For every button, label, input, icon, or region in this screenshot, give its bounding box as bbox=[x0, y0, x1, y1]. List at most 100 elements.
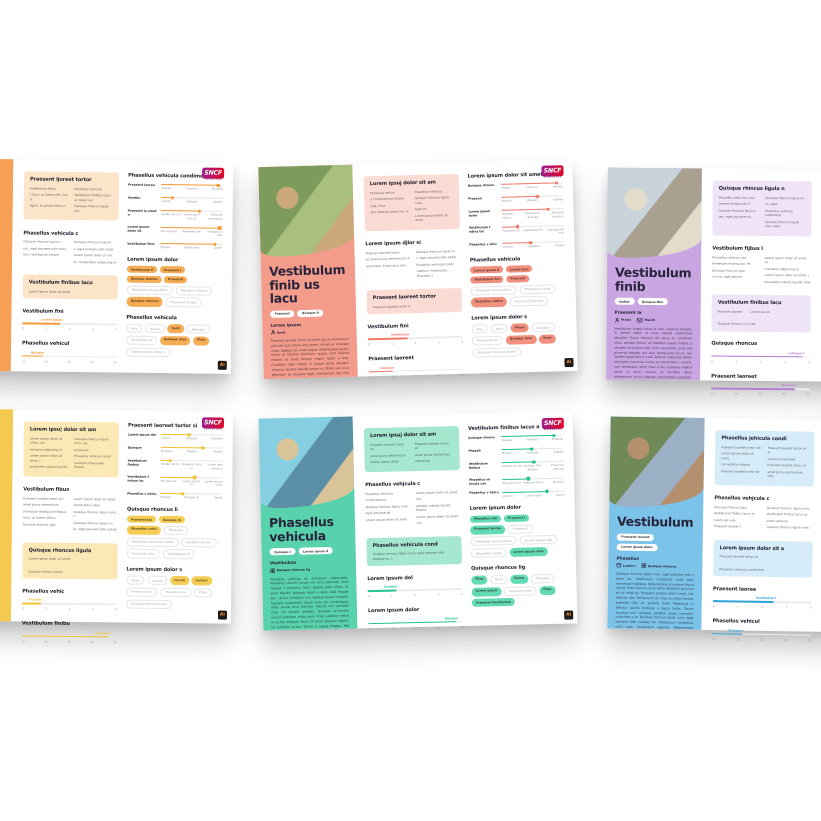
slider-ticks: 1h 2h 3h 4h 5h bbox=[368, 625, 463, 631]
scale-section: Praesent laoreet tortor si Lorem ipsum de… bbox=[127, 423, 223, 506]
slider-tick-label: 2 bbox=[759, 359, 762, 364]
scale-tick-label: Phasel bbox=[501, 185, 511, 190]
text-line: Quisque rhoncus ligula nunc, n bbox=[73, 509, 118, 519]
info-box: Vestibulum fibus Praesent laoreet tortor … bbox=[23, 482, 119, 537]
scale-tick-label: Vestib bbox=[213, 495, 223, 500]
section-heading: Lorem ipsum dolor bbox=[367, 607, 420, 615]
scale-fill bbox=[502, 242, 531, 244]
slider-tick-label: 1 bbox=[736, 604, 739, 609]
text-line: onsectetur adipiscing elit bbox=[29, 464, 68, 469]
section-heading: Vestibulum finibus lacu bbox=[717, 299, 782, 307]
section-heading: Praesent laoreet tortor bbox=[372, 293, 436, 302]
scale-tick-label: Phasel bbox=[555, 243, 565, 248]
tag-pill: Phasellus ve bbox=[126, 335, 158, 346]
scale-tick-label: Vestibu bbox=[501, 198, 512, 204]
section-heading: Vestibulum fijbus l bbox=[712, 245, 763, 252]
info-box: Praesent ljoreet tortor Vestibulum finibu… bbox=[23, 171, 120, 221]
text-line: Quisque rhoncus ligula nu bbox=[415, 248, 456, 254]
slider-tick-label: 2h bbox=[391, 374, 396, 379]
scale-tick-label: Phasell bbox=[160, 245, 171, 250]
scale-tick-label: Phasell bbox=[213, 449, 223, 454]
slider-ticks: 0 1 2 3 4 bbox=[368, 340, 463, 346]
cover-content bbox=[0, 408, 13, 420]
text-line: Praesent laoreet bbox=[717, 309, 743, 314]
box-column: Praesent laoreet tortor sit l Lorem ipsum… bbox=[721, 445, 762, 481]
tag-section: Lorem ipsum dolor Phasellus veh Praesent l… bbox=[470, 504, 566, 559]
scale-tick-label: Praesent lacementu bbox=[208, 212, 223, 221]
info-box: Phasellus vehicula cond Quisque rhoncus l… bbox=[366, 535, 462, 567]
tag-pill: Phasellu bbox=[163, 525, 189, 536]
section-heading: Phasellus vehjcula c bbox=[365, 480, 421, 489]
text-line: Quisque rhoncus ligul bbox=[712, 268, 745, 273]
tag-pill: Praesent Vestibulum bbox=[471, 598, 516, 607]
section-heading: Praesent laoreet bbox=[711, 373, 757, 380]
cover-title: Phasellus vehicula bbox=[268, 513, 334, 544]
text-line: Praesent laoreet tortor sit bbox=[719, 554, 759, 559]
scale-row-label: Phasellus v ehicu bbox=[127, 491, 157, 496]
slider-tick-label: 4 bbox=[115, 327, 118, 332]
cover-meta-label: Vestibulum bbox=[269, 559, 297, 566]
scale-tick-label: Lorem ip bbox=[186, 186, 199, 191]
slider-tick-label: 1h bbox=[368, 374, 373, 380]
section-heading: Phasellus vehicula bbox=[469, 255, 521, 264]
scale-tick-labels: Phasell Vestibulum Lorem bbox=[160, 245, 223, 250]
section-heading: Phasellus jehicula condi bbox=[721, 435, 787, 443]
section-heading: Lorem ipsum dolor bbox=[127, 256, 179, 263]
cover-meta-text: Mandi bbox=[644, 317, 655, 323]
section-heading: Quisque rhoncus lig bbox=[471, 564, 526, 573]
cover-pill: Quisque A bbox=[297, 308, 324, 317]
scale-row-label: Quisque bbox=[127, 445, 142, 450]
scale-tick-label: Lorem ipsum do bbox=[182, 478, 201, 487]
cover-pill-row: Praesent Quisque A bbox=[270, 308, 348, 318]
scale-tick-label: Quisque rhon finibus l bbox=[523, 463, 543, 472]
sncf-logo-subtitle: VOYAGEURS bbox=[203, 428, 222, 431]
section-heading: Vestibulum fini bbox=[22, 307, 64, 315]
cover-pill: Quisque v bbox=[269, 547, 296, 556]
slider-value-label: Quisque bbox=[30, 350, 45, 355]
section-heading: Lorem ipsum dolor s bbox=[471, 313, 528, 322]
scale-tick-label: Lorem ipsu bbox=[526, 493, 542, 498]
content-column-left: Praesent ljoreet tortor Vestibulum finibu… bbox=[22, 171, 120, 364]
scale-section: Lorem ipsum dolor sit amet Quisque rhoncu… bbox=[468, 171, 565, 255]
tag-section: Lorem ipsum dolor Vestibulum fi Praesent l… bbox=[126, 256, 223, 308]
text-line: Praesent laoreet t bbox=[713, 524, 741, 529]
scale-row-label: Phasellus v ehicu bbox=[469, 490, 499, 495]
slider-tick-label: 1 bbox=[45, 326, 48, 331]
slider-tick-label: 4h bbox=[437, 373, 441, 378]
box-column: Praesent laoreet tortor sit amet purus el… bbox=[370, 442, 409, 467]
slider-tick-label: 2h bbox=[44, 639, 49, 644]
tag-pill: Praesent laoreet bbox=[509, 296, 549, 307]
slider-tick-label: 3h bbox=[414, 373, 419, 378]
text-line: Quisque rhoncus ligul bbox=[714, 504, 747, 510]
box-columns: Quisque rhoncus ligul Vestibulum finibus … bbox=[714, 505, 813, 533]
text-line: Quisque rhoncus ligula nu bbox=[765, 195, 805, 200]
content-pages: Quisque rhincus ligula n Phasellus vehicu… bbox=[700, 168, 821, 397]
scale-marker-dot bbox=[532, 460, 536, 464]
scale-track-area: Quisque rhoncu Quisque th loca lag Praesen… bbox=[501, 207, 564, 220]
slider-value-label: Quisque bbox=[444, 615, 458, 621]
tag-pill: Quisque rhon bbox=[503, 585, 537, 596]
scale-tick-labels: Pra saret loc Praesent lore Praesent la vi… bbox=[161, 229, 223, 238]
tag-pill: Phas bbox=[471, 575, 488, 585]
text-line: Praesent laoreet tortor bbox=[365, 249, 400, 255]
box-column: Phasellus vehicula nae elmentum malesuada… bbox=[712, 255, 759, 286]
info-box: Vestibulum finibus lacu Lorem ipsum dolor… bbox=[22, 274, 118, 300]
tag-pill: Vestibulum fini bbox=[470, 275, 504, 284]
scale-row: Vestibulum finibus Vestibu lac fa Praesent… bbox=[127, 458, 223, 470]
slider-value-label: Vestibulum f bbox=[755, 595, 777, 601]
scale-row-label: Phasellus v dicu bbox=[469, 241, 497, 247]
grid-icon bbox=[270, 568, 275, 573]
tag-section: Quisque rhoncus lig Phas Quis Quisq Phasellu… bbox=[471, 564, 567, 607]
scale-tick-label: Phasellus vehicula bbox=[551, 462, 564, 471]
text-line: Quisque rhincus l Lca nec bbox=[717, 321, 757, 326]
text-line: sed purus element bbox=[767, 456, 796, 461]
tag-pill: Praesent bbox=[163, 275, 188, 284]
scale-tick-label: Phasell bbox=[187, 449, 197, 454]
section-heading: Phasellus vehicul bbox=[22, 340, 70, 348]
box-column: Lorem ipsum dolor (it amet, con sectetur … bbox=[29, 436, 68, 471]
box-column: Phasellus vehicula condimentum Quisque rho… bbox=[365, 491, 410, 529]
slider-tick-label: 5h bbox=[459, 624, 464, 629]
cover-meta-text: Prami bbox=[621, 317, 631, 322]
scale-track-area: Vestibu lacu fo Lorem ipsu l lacu ia Praes… bbox=[161, 209, 223, 221]
